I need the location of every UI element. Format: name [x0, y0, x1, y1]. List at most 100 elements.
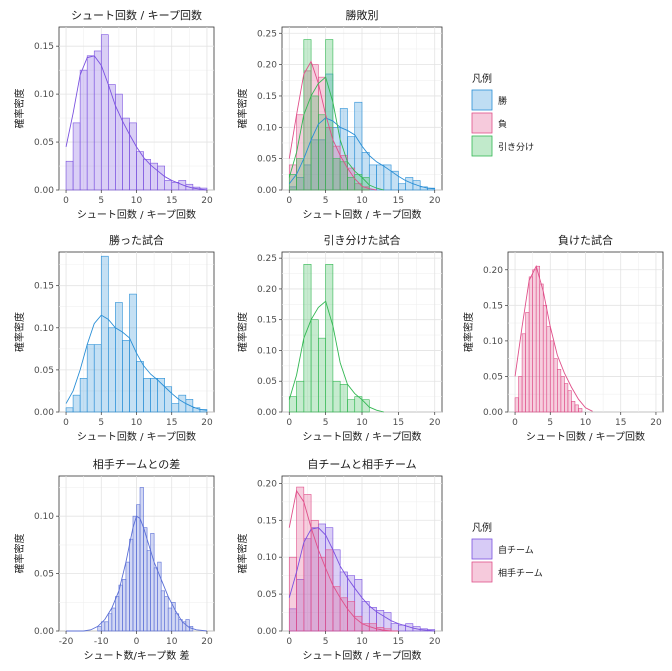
y-axis-label: 確率密度	[13, 89, 26, 129]
x-axis-label: シュート回数 / キープ回数	[77, 430, 196, 443]
histogram-bar	[167, 607, 173, 632]
histogram-bar	[339, 384, 348, 413]
histogram-bar	[65, 160, 74, 191]
x-tick-label: 10	[356, 637, 368, 647]
histogram-bar	[332, 380, 341, 413]
legend-label: 勝	[498, 95, 507, 107]
histogram-bar	[150, 378, 158, 413]
y-tick-label: 0.20	[257, 285, 277, 295]
y-tick-label: 0.05	[34, 138, 54, 148]
density-curve	[288, 117, 435, 190]
x-tick-label: 5	[323, 196, 329, 206]
x-tick-label: 0	[286, 418, 292, 428]
histogram-bar	[115, 302, 123, 413]
histogram-bar	[347, 177, 356, 191]
y-tick-label: 0.10	[257, 346, 277, 356]
histogram-bar	[303, 264, 312, 413]
x-tick-label: 20	[650, 418, 662, 428]
y-axis-label: 確率密度	[236, 534, 249, 574]
histogram-bar	[288, 396, 297, 413]
legend-swatch	[471, 135, 493, 157]
y-axis-label: 確率密度	[13, 534, 26, 574]
histogram-bar	[574, 404, 579, 413]
histogram-bar	[528, 276, 533, 413]
density-curve	[65, 314, 208, 411]
y-tick-label: 0.00	[483, 408, 503, 418]
histogram-bar	[97, 626, 102, 632]
legend-label: 相手チーム	[498, 567, 543, 579]
y-tick-label: 0.15	[257, 516, 277, 526]
histogram-bar	[296, 380, 305, 413]
panel-p5: 0 5 10 15 20 0.00 0.05 0.10 0.15 0.20 負けた試合シュート回数 …	[462, 233, 664, 443]
histogram-bar	[129, 293, 137, 413]
y-tick-label: 0.05	[34, 366, 54, 376]
legend-swatch	[471, 561, 493, 583]
histogram-bar	[518, 376, 523, 413]
y-tick-label: 0.10	[257, 123, 277, 133]
legend-label: 引き分け	[498, 142, 534, 153]
y-tick-label: 0.10	[34, 324, 54, 334]
histogram-bar	[164, 596, 169, 632]
panel-title: 引き分けた試合	[324, 233, 401, 247]
y-tick-label: 0.10	[34, 512, 54, 522]
y-tick-label: 0.15	[34, 42, 54, 52]
y-tick-label: 0.00	[34, 627, 54, 637]
histogram-bar	[79, 378, 88, 413]
y-tick-label: 0.10	[34, 90, 54, 100]
y-axis-label: 確率密度	[462, 312, 475, 352]
y-tick-label: 0.25	[257, 29, 277, 39]
histogram-bar	[310, 519, 319, 632]
histogram-bar	[122, 340, 130, 413]
x-tick-label: 5	[323, 637, 329, 647]
panel-title: シュート回数 / キープ回数	[71, 9, 202, 22]
density-curve	[288, 60, 377, 191]
y-tick-label: 0.20	[257, 61, 277, 71]
histogram-bar	[153, 567, 158, 632]
histogram-bar	[171, 403, 180, 413]
x-tick-label: 20	[429, 418, 441, 428]
x-tick-label: 20	[429, 196, 441, 206]
y-tick-label: 0.25	[257, 254, 277, 264]
histogram-bar	[136, 504, 141, 632]
x-tick-label: 15	[393, 418, 404, 428]
x-tick-label: 0	[512, 418, 518, 428]
x-tick-label: 10	[356, 196, 368, 206]
histogram-bar	[164, 386, 173, 413]
x-tick-label: 5	[98, 418, 104, 428]
x-tick-label: 10	[580, 418, 592, 428]
series-p6-0	[97, 487, 194, 632]
histogram-bar	[122, 579, 127, 632]
y-axis-label: 確率密度	[236, 89, 249, 129]
y-tick-label: 0.00	[34, 408, 54, 418]
histogram-bar	[310, 95, 319, 191]
x-tick-label: 20	[429, 637, 441, 647]
x-axis-label: シュート回数 / キープ回数	[302, 208, 421, 221]
histogram-bar	[571, 401, 576, 413]
y-tick-label: 0.00	[257, 408, 277, 418]
histogram-bar	[542, 305, 548, 413]
panel-p6: -20 -10 0 10 20 0.00 0.05 0.10 相手チームとの差シュート数/キープ…	[13, 457, 215, 662]
histogram-bar	[150, 162, 158, 191]
y-tick-label: 0.00	[257, 627, 277, 637]
density-curve	[66, 515, 207, 632]
panel-title: 負けた試合	[558, 233, 613, 247]
histogram-bar	[361, 177, 370, 191]
histogram-bar	[174, 613, 180, 632]
x-tick-label: 5	[98, 196, 104, 206]
histogram-bar	[129, 122, 137, 191]
y-tick-label: 0.20	[483, 266, 503, 276]
histogram-bar	[79, 69, 88, 191]
y-axis-label: 確率密度	[13, 312, 26, 352]
histogram-bar	[514, 397, 519, 413]
series-p4-0	[288, 264, 370, 413]
y-tick-label: 0.10	[483, 337, 503, 347]
panel-p4: 0 5 10 15 20 0.00 0.05 0.10 0.15 0.20 0.25 引き分けた試合シ…	[236, 233, 443, 443]
histogram-bar	[578, 408, 583, 413]
x-tick-label: 20	[201, 637, 213, 647]
histogram-bar	[535, 265, 541, 413]
histogram-bar	[318, 556, 326, 632]
histogram-bar	[383, 612, 392, 632]
y-tick-label: 0.00	[257, 186, 277, 196]
histogram-bar	[390, 170, 399, 191]
